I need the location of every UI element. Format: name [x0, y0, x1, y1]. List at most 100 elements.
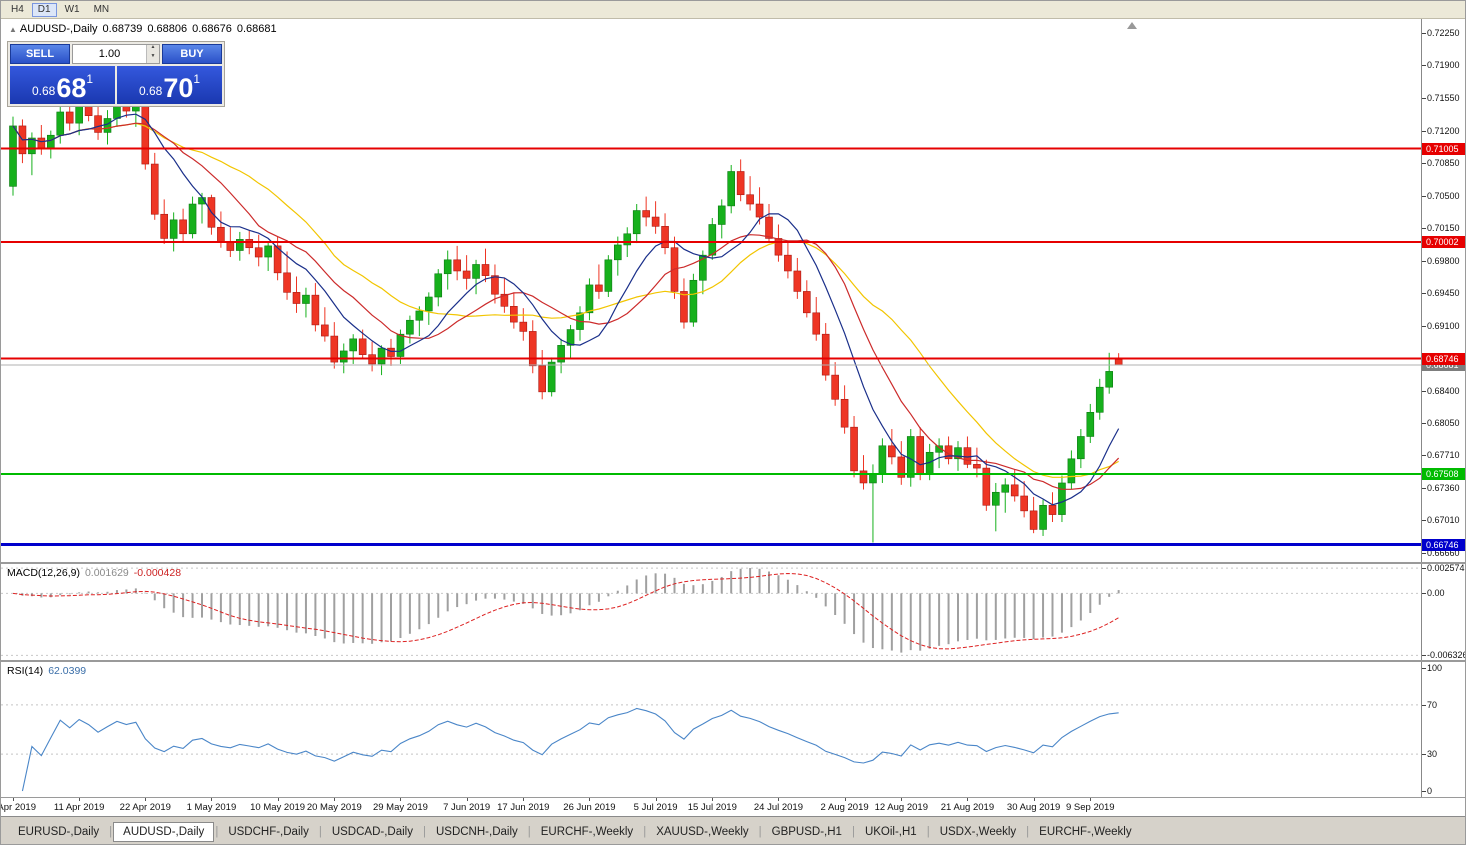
date-label: 5 Jul 2019 [633, 802, 678, 813]
chart-tab-eurchf-weekly[interactable]: EURCHF-,Weekly [540, 825, 634, 838]
quote-close: 0.68681 [236, 23, 277, 35]
chart-tab-eurchf-weekly[interactable]: EURCHF-,Weekly [1039, 825, 1132, 838]
buy-price-big: 70 [163, 73, 194, 103]
price-tick-dash [1422, 130, 1426, 132]
tab-separator: | [758, 825, 762, 838]
main-chart-canvas[interactable] [1, 19, 1421, 562]
date-tick [211, 798, 213, 801]
tab-separator: | [926, 825, 930, 838]
chart-symbol-title: AUDUSD-,Daily [19, 23, 98, 35]
tab-separator: | [318, 825, 322, 838]
price-marker: 0.66746 [1422, 538, 1465, 551]
chart-tab-ukoil-h1[interactable]: UKOil-,H1 [864, 825, 917, 838]
volume-input[interactable] [73, 45, 146, 63]
price-tick: 0.72250 [1427, 27, 1460, 38]
date-label: 17 Jun 2019 [497, 802, 550, 813]
tab-separator: | [527, 825, 531, 838]
panel-divider[interactable] [1, 660, 1465, 662]
price-tick-dash [1422, 228, 1426, 230]
tab-separator: | [851, 825, 855, 838]
price-marker: 0.70002 [1422, 235, 1465, 248]
volume-spinner: ▲ ▼ [146, 45, 159, 63]
quote-open: 0.68739 [102, 23, 143, 35]
rsi-panel[interactable] [1, 662, 1421, 797]
price-tick-dash [1422, 293, 1426, 295]
price-tick-dash [1422, 163, 1426, 165]
chart-tab-usdx-weekly[interactable]: USDX-,Weekly [939, 825, 1017, 838]
price-tick: 0.69450 [1427, 288, 1460, 299]
sell-price-display[interactable]: 0.68 68 1 [10, 66, 115, 104]
macd-label: MACD(12,26,9) 0.001629 -0.000428 [7, 567, 181, 579]
timeframe-button-h4[interactable]: H4 [5, 3, 30, 17]
rsi-canvas[interactable] [1, 662, 1421, 797]
rsi-tick-dash [1422, 791, 1426, 792]
price-tick-dash [1422, 423, 1426, 425]
chart-tab-usdcad-daily[interactable]: USDCAD-,Daily [331, 825, 413, 838]
price-tick-dash [1422, 455, 1426, 457]
price-tick: 0.67360 [1427, 482, 1460, 493]
quote-high: 0.68806 [147, 23, 188, 35]
timeframe-button-mn[interactable]: MN [88, 3, 116, 17]
price-tick: 0.69800 [1427, 255, 1460, 266]
date-label: 24 Jul 2019 [753, 802, 803, 813]
price-tick: 0.66660 [1427, 547, 1460, 558]
date-label: 9 Sep 2019 [1065, 802, 1115, 813]
timeframe-button-w1[interactable]: W1 [59, 3, 86, 17]
macd-scale[interactable]: 0.002574 0.00 -0.006326 [1421, 563, 1466, 661]
volume-up-icon[interactable]: ▲ [147, 45, 159, 54]
chart-tab-xauusd-weekly[interactable]: XAUUSD-,Weekly [656, 825, 749, 838]
chart-tab-audusd-daily[interactable]: AUDUSD-,Daily [113, 821, 215, 842]
macd-name: MACD(12,26,9) [7, 567, 80, 579]
tab-separator: | [109, 825, 113, 838]
date-axis[interactable]: 2 Apr 2019 11 Apr 2019 22 Apr 2019 1 May 20… [1, 798, 1465, 816]
date-label: 29 May 2019 [372, 802, 428, 813]
date-tick [466, 798, 468, 801]
date-label: 21 Aug 2019 [940, 802, 995, 813]
price-scale[interactable]: 0.72250 0.71900 0.71550 0.71200 0.70850 0.705… [1421, 19, 1465, 562]
date-label: 2 Apr 2019 [1, 802, 36, 813]
price-tick: 0.68400 [1427, 385, 1460, 396]
rsi-tick-dash [1422, 754, 1426, 756]
symbol-arrow-icon: ▲ [9, 25, 17, 34]
date-label: 2 Aug 2019 [820, 802, 869, 813]
date-tick [712, 798, 714, 801]
volume-down-icon[interactable]: ▼ [147, 54, 159, 63]
main-chart-panel[interactable] [1, 19, 1421, 562]
date-tick [967, 798, 969, 801]
sell-price-small: 0.68 [31, 84, 56, 98]
macd-tick: 0.00 [1427, 588, 1445, 599]
rsi-value: 62.0399 [48, 665, 87, 677]
date-tick [655, 798, 657, 801]
date-tick [79, 798, 81, 801]
rsi-scale[interactable]: 100 70 30 0 [1421, 662, 1465, 797]
timeframe-button-d1[interactable]: D1 [31, 2, 57, 17]
price-tick: 0.68050 [1427, 418, 1460, 429]
buy-button[interactable]: BUY [162, 44, 222, 64]
date-label: 7 Jun 2019 [443, 802, 491, 813]
date-tick [589, 798, 591, 801]
macd-panel[interactable] [1, 564, 1421, 660]
chart-tab-bar: EURUSD-,Daily | AUDUSD-,Daily | USDCHF-,Dail… [1, 816, 1465, 844]
price-tick-dash [1422, 32, 1426, 34]
rsi-tick-dash [1422, 704, 1426, 706]
chart-tab-usdcnh-daily[interactable]: USDCNH-,Daily [435, 825, 518, 838]
price-tick-dash [1422, 325, 1426, 327]
sell-button[interactable]: SELL [10, 44, 70, 64]
price-tick-dash [1422, 98, 1426, 100]
price-marker: 0.68746 [1422, 352, 1465, 365]
chart-tab-eurusd-daily[interactable]: EURUSD-,Daily [18, 825, 100, 838]
macd-canvas[interactable] [1, 564, 1421, 660]
date-tick [145, 798, 147, 801]
quote-line: ▲ AUDUSD-,Daily 0.68739 0.68806 0.68676 0.686… [9, 23, 282, 35]
tab-separator: | [422, 825, 426, 838]
rsi-label: RSI(14) 62.0399 [7, 665, 86, 677]
buy-price-display[interactable]: 0.68 70 1 [117, 66, 222, 104]
date-tick [1033, 798, 1035, 801]
rsi-tick: 100 [1427, 663, 1443, 673]
panel-divider[interactable] [1, 562, 1465, 564]
macd-tick: -0.006326 [1427, 650, 1466, 661]
price-tick: 0.71550 [1427, 93, 1460, 104]
chart-tab-usdchf-daily[interactable]: USDCHF-,Daily [228, 825, 309, 838]
tab-separator: | [643, 825, 647, 838]
chart-tab-gbpusd-h1[interactable]: GBPUSD-,H1 [771, 825, 842, 838]
